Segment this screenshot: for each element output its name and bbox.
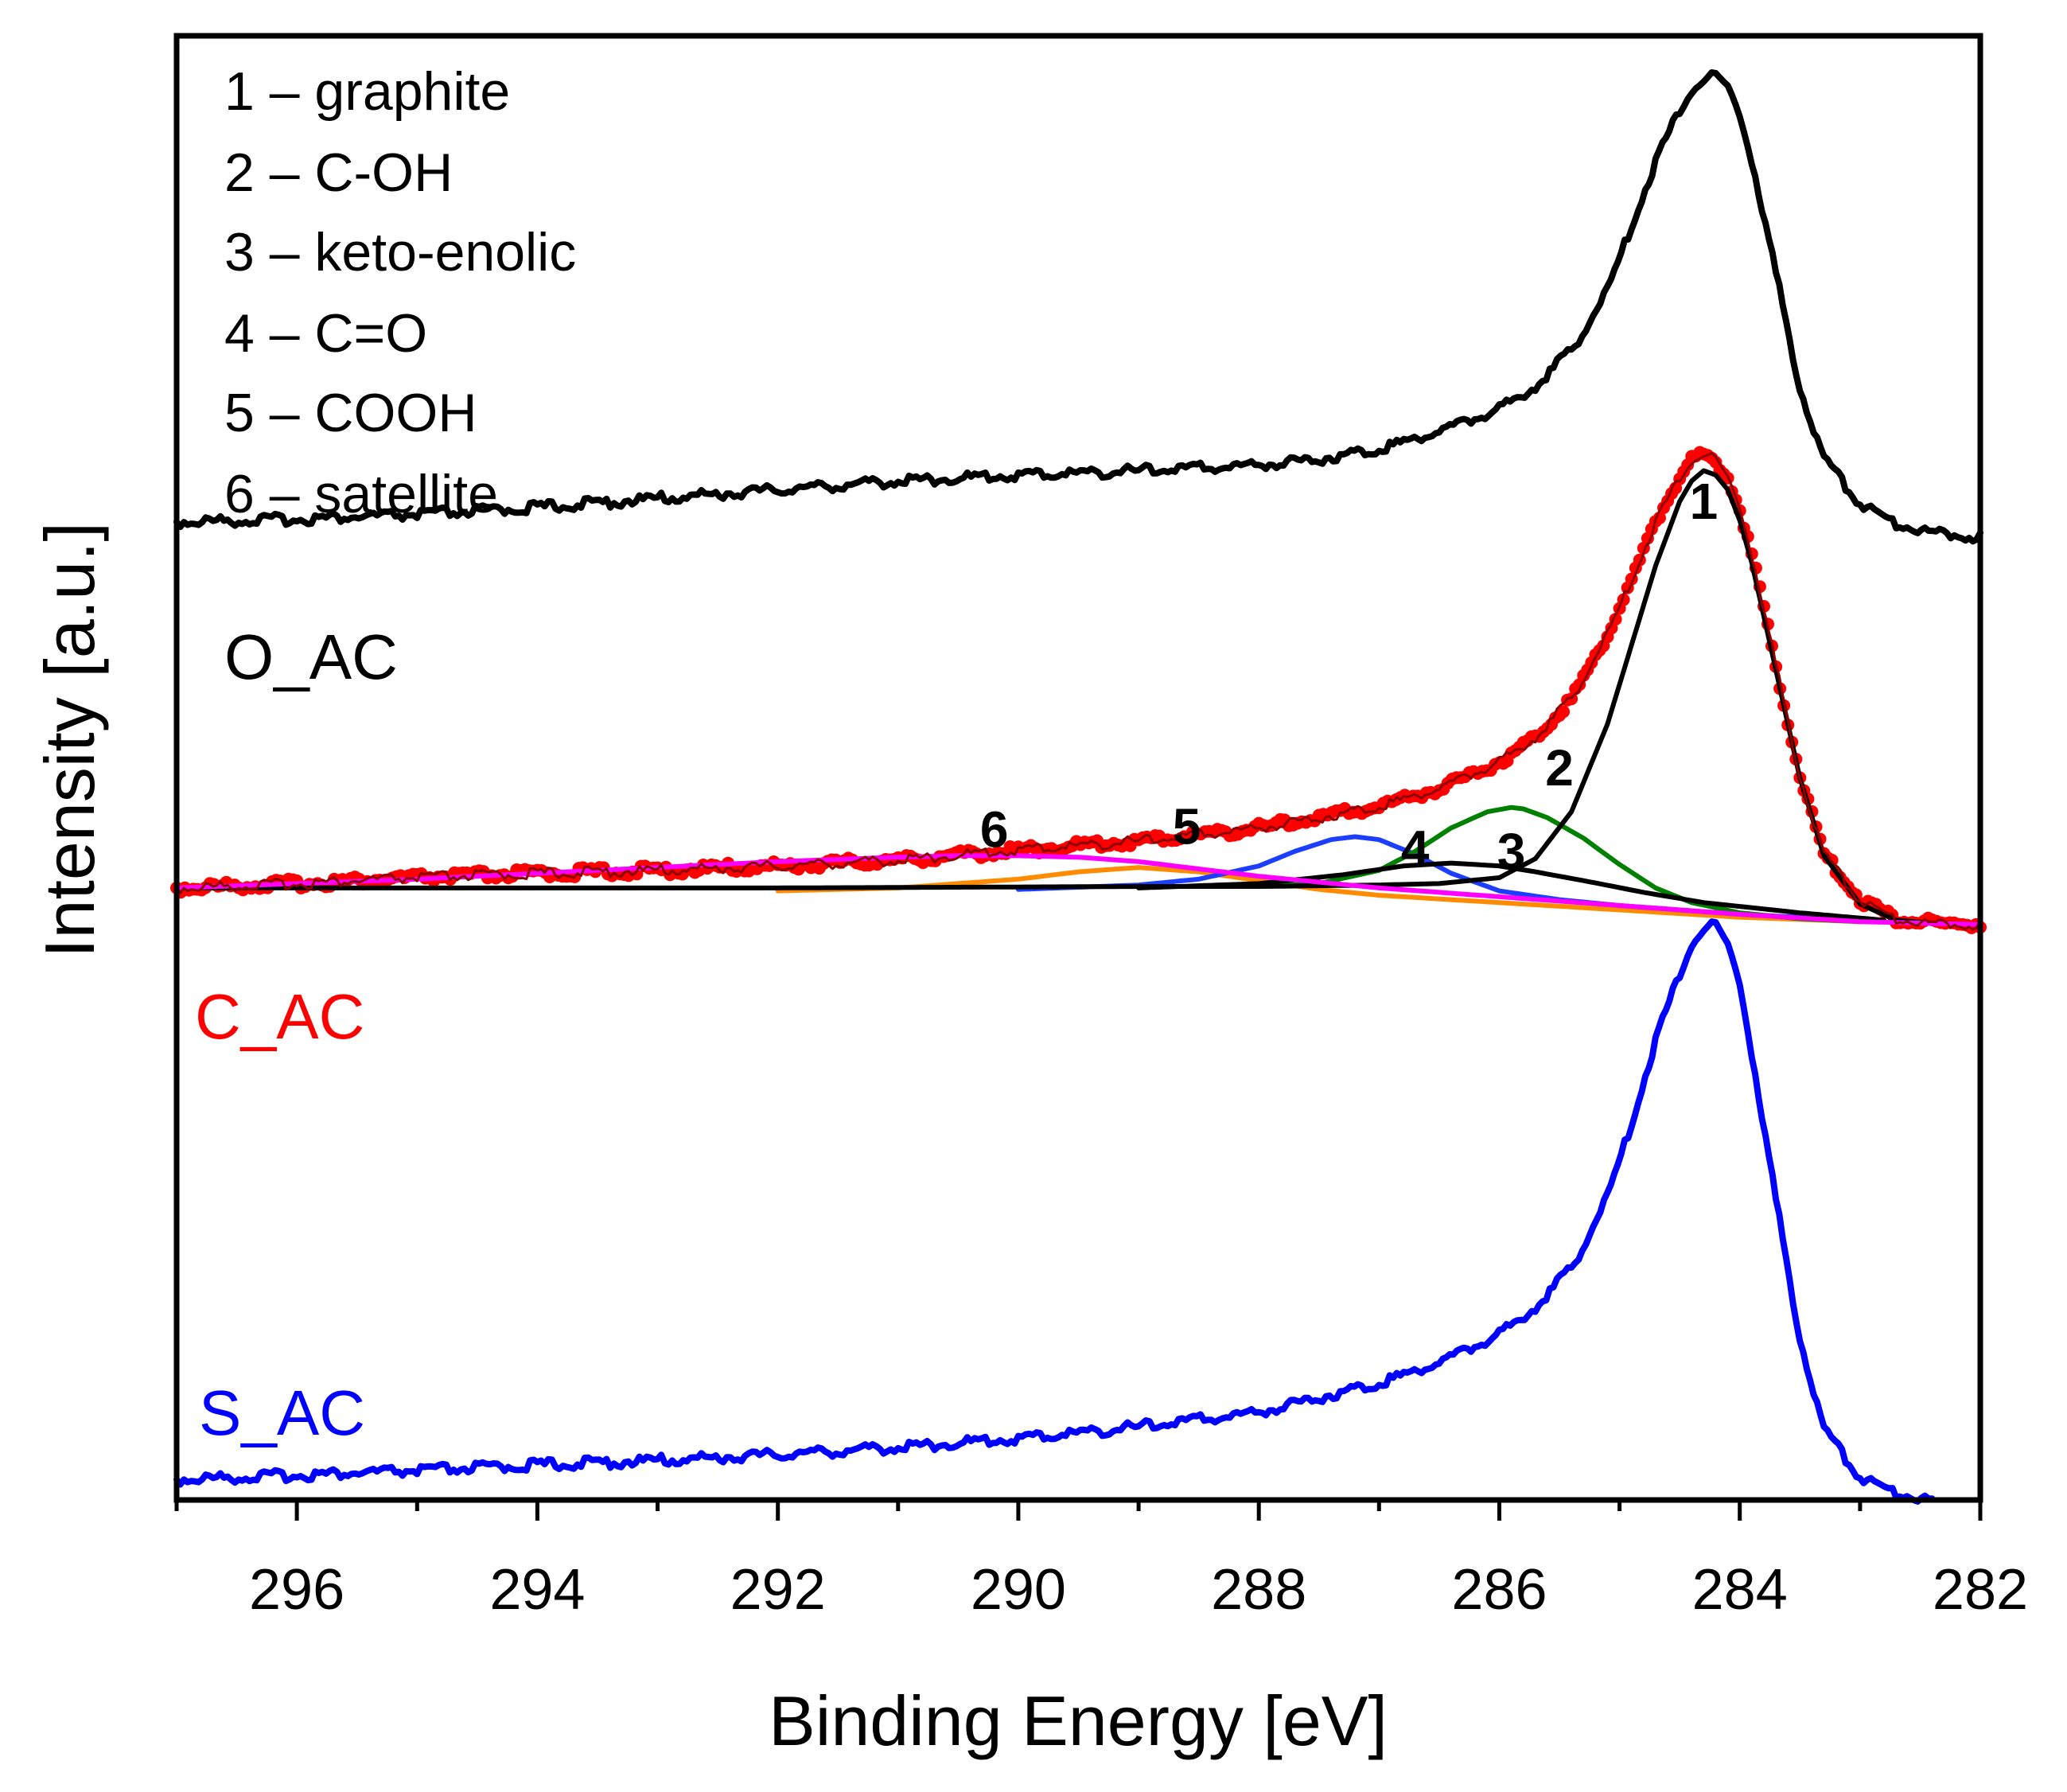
series-line <box>174 468 1983 927</box>
series-c-ac-envelope <box>175 451 1982 931</box>
peak-label-5: 5 <box>1173 798 1201 855</box>
y-axis-label: Intensity [a.u.] <box>30 522 109 958</box>
x-tick-label: 296 <box>249 1558 344 1622</box>
series-5-cooh <box>775 865 1863 925</box>
x-axis-label: Binding Energy [eV] <box>769 1681 1388 1760</box>
data-point <box>1557 705 1571 719</box>
series-o-ac <box>173 69 1983 545</box>
series-s-ac <box>173 918 1936 1505</box>
legend: 1 – graphite 2 – C-OH 3 – keto-enolic 4 … <box>224 61 576 524</box>
sample-label-c-ac: C_AC <box>195 981 364 1052</box>
peak-label-6: 6 <box>980 801 1009 858</box>
series-line <box>175 451 1982 931</box>
x-tick-label: 292 <box>730 1558 826 1622</box>
legend-entry: 4 – C=O <box>224 303 427 364</box>
peak-label-4: 4 <box>1401 820 1430 877</box>
legend-entry: 2 – C-OH <box>224 142 453 203</box>
series-6-satellite <box>174 853 1983 927</box>
x-tick-label: 290 <box>971 1558 1066 1622</box>
series-line <box>174 853 1983 927</box>
legend-entry: 6 – satellite <box>224 464 498 524</box>
sample-label-o-ac: O_AC <box>224 621 398 692</box>
series-line <box>173 918 1936 1505</box>
series-line <box>1136 860 1887 923</box>
peak-label-2: 2 <box>1545 739 1574 797</box>
legend-entry: 3 – keto-enolic <box>224 222 576 282</box>
series-line <box>173 69 1983 545</box>
x-tick-label: 286 <box>1451 1558 1547 1622</box>
x-tick-label: 288 <box>1211 1558 1306 1622</box>
sample-label-s-ac: S_AC <box>199 1377 365 1448</box>
peak-label-3: 3 <box>1497 823 1526 880</box>
x-axis: 296 294 292 290 288 286 284 282 <box>174 1500 2028 1622</box>
series-3-keto-enolic <box>1136 860 1887 923</box>
series-layer <box>170 69 1987 1505</box>
series-line <box>775 865 1863 925</box>
x-tick-label: 294 <box>489 1558 585 1622</box>
plot-frame <box>173 33 1983 1503</box>
series-1-graphite <box>174 468 1983 927</box>
legend-entry: 1 – graphite <box>224 61 510 122</box>
peak-label-1: 1 <box>1690 473 1719 530</box>
legend-entry: 5 – COOH <box>224 383 477 443</box>
x-tick-label: 282 <box>1933 1558 2028 1622</box>
x-tick-label: 284 <box>1692 1558 1788 1622</box>
